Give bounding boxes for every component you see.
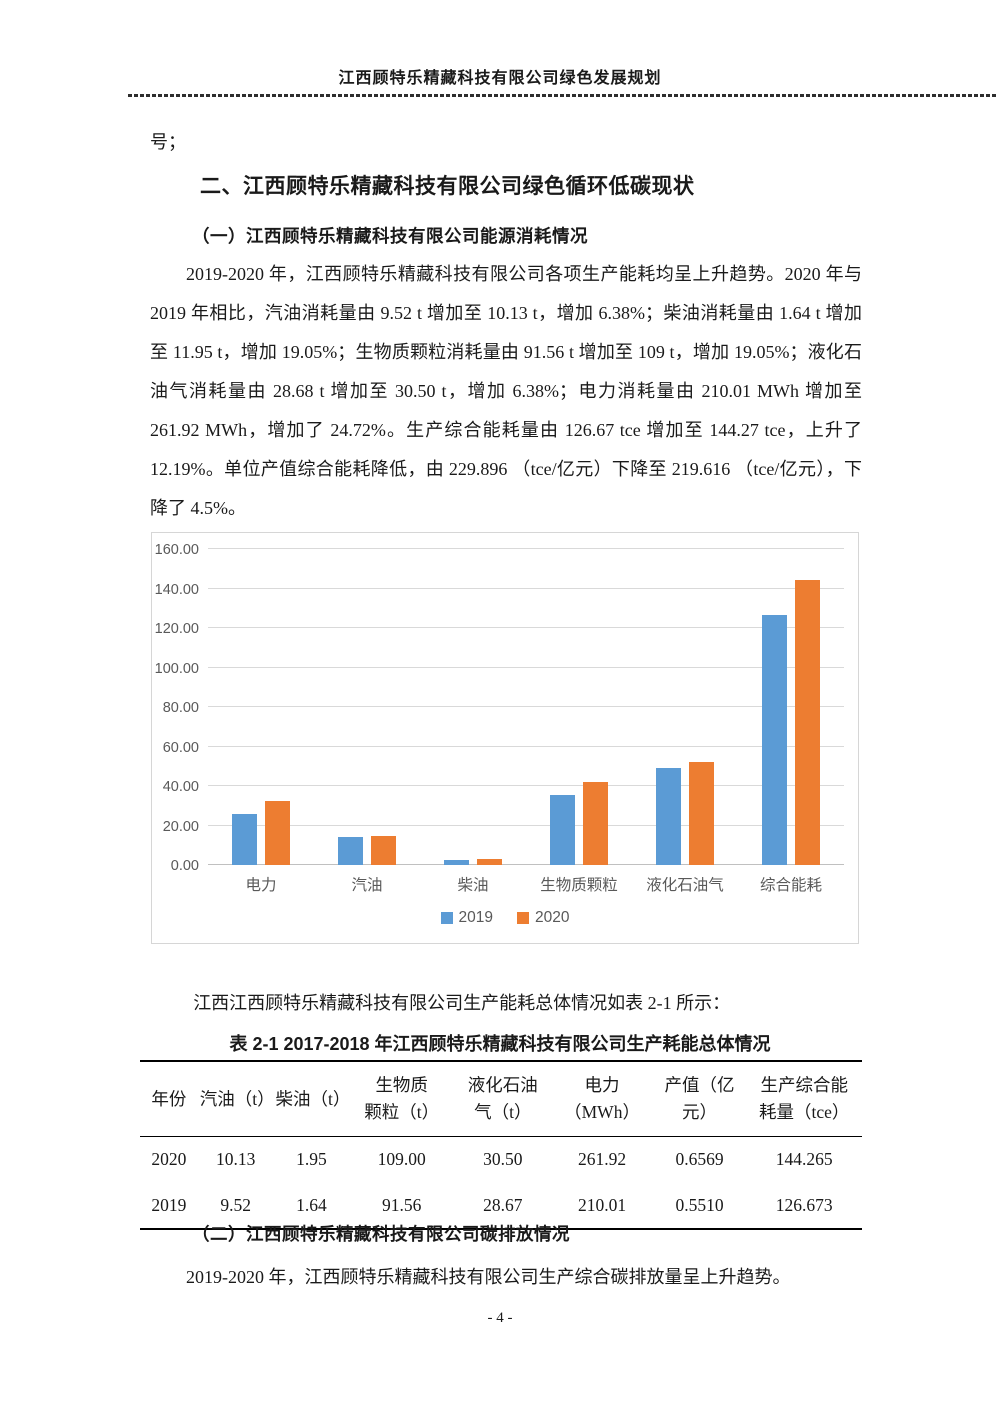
table-cell: 144.265 xyxy=(775,1149,833,1170)
y-axis-tick-label: 100.00 xyxy=(154,660,199,677)
stray-text: 号； xyxy=(150,132,186,152)
bar-group-电力 xyxy=(208,549,314,865)
gridline-100 xyxy=(208,666,844,668)
gridline-60 xyxy=(208,745,844,747)
bar-group-柴油 xyxy=(420,549,526,865)
gridline-80 xyxy=(208,706,844,707)
legend-item-2020: 2020 xyxy=(517,909,569,927)
table-row: 2019 9.52 1.64 91.56 28.67 210.01 0.5510 126.67… xyxy=(140,1183,862,1229)
x-axis-category-label: 电力 xyxy=(245,877,277,894)
y-axis-tick-label: 80.00 xyxy=(162,700,199,716)
carbon-emission-paragraph: 2019-2020 年，江西顾特乐精藏科技有限公司生产综合碳排放量呈上升趋势。 xyxy=(186,1267,791,1287)
legend-label: 2020 xyxy=(535,909,570,926)
bar-汽油-2020 xyxy=(371,835,396,865)
bar-柴油-2019 xyxy=(444,860,469,865)
table-header-cell: 柴油（t） xyxy=(275,1088,351,1109)
bar-生物质颗粒-2019 xyxy=(550,795,575,865)
table-header-cell: 液化石油 气（t） xyxy=(467,1075,538,1122)
table-cell: 2020 xyxy=(151,1149,187,1170)
y-axis-tick-label: 160.00 xyxy=(154,542,199,558)
table-cell: 1.95 xyxy=(296,1149,327,1170)
gridline-0 xyxy=(208,864,844,865)
y-axis-tick-label: 20.00 xyxy=(162,818,199,835)
energy-data-table: 年份 汽油（t） 柴油（t） 生物质 颗粒（t） 液化石油 气（t） 电力 （MWh） 产值… xyxy=(140,1060,862,1230)
page-number: - 4 - xyxy=(487,1310,513,1326)
bar-电力-2019 xyxy=(232,814,257,865)
gridline-120 xyxy=(208,627,844,628)
legend-swatch-2020 xyxy=(517,912,529,924)
x-axis-category-label: 液化石油气 xyxy=(646,877,724,894)
table-cell: 0.5510 xyxy=(675,1194,724,1215)
y-axis-tick-label: 60.00 xyxy=(162,739,199,756)
chart-legend: 2019 2020 xyxy=(152,909,858,927)
table-cell: 109.00 xyxy=(377,1149,426,1170)
gridline-20 xyxy=(208,824,844,826)
table-header-cell: 生产综合能 耗量（tce） xyxy=(759,1075,850,1122)
chart-category-labels: 电力 汽油 柴油 生物质颗粒 液化石油气 综合能耗 xyxy=(208,873,844,895)
table-row: 2020 10.13 1.95 109.00 30.50 261.92 0.6569 144.… xyxy=(140,1137,862,1183)
table-header-cell: 汽油（t） xyxy=(199,1088,275,1109)
table-intro-paragraph: 江西江西顾特乐精藏科技有限公司生产能耗总体情况如表 2-1 所示： xyxy=(193,993,731,1013)
y-axis-tick-label: 120.00 xyxy=(154,621,199,637)
table-cell: 261.92 xyxy=(577,1149,627,1170)
y-axis-tick-label: 140.00 xyxy=(154,581,199,598)
table-cell: 2019 xyxy=(151,1194,187,1215)
table-cell: 91.56 xyxy=(382,1194,422,1215)
y-axis-tick-label: 40.00 xyxy=(162,779,199,795)
table-header-cell: 生物质 颗粒（t） xyxy=(364,1075,440,1122)
bar-group-生物质颗粒 xyxy=(526,549,632,865)
bar-group-综合能耗 xyxy=(738,549,844,865)
x-axis-category-label: 综合能耗 xyxy=(759,877,822,894)
bar-柴油-2020 xyxy=(477,859,502,865)
bar-group-汽油 xyxy=(314,549,420,865)
legend-swatch-2019 xyxy=(440,912,453,924)
table-cell: 1.64 xyxy=(296,1194,327,1215)
y-axis-tick-label: 0.00 xyxy=(170,858,199,874)
bar-汽油-2019 xyxy=(338,837,363,865)
bar-综合能耗-2019 xyxy=(762,614,787,865)
table-title: 表 2-1 2017-2018 年江西顾特乐精藏科技有限公司生产耗能总体情况 xyxy=(229,1034,771,1054)
x-axis-category-label: 生物质颗粒 xyxy=(540,877,618,894)
section-heading: 二、江西顾特乐精藏科技有限公司绿色循环低碳现状 xyxy=(200,175,695,198)
x-axis-category-label: 汽油 xyxy=(351,877,383,894)
chart-bars xyxy=(208,549,844,865)
table-cell: 10.13 xyxy=(215,1149,256,1170)
table-header-row: 年份 汽油（t） 柴油（t） 生物质 颗粒（t） 液化石油 气（t） 电力 （MWh） 产值… xyxy=(140,1061,862,1137)
table-cell: 9.52 xyxy=(220,1194,251,1215)
gridline-140 xyxy=(208,587,844,589)
bar-电力-2020 xyxy=(265,801,290,865)
energy-consumption-paragraph: 2019-2020 年，江西顾特乐精藏科技有限公司各项生产能耗均呈上升趋势。20… xyxy=(150,264,862,518)
gridline-40 xyxy=(208,785,844,786)
table-cell: 126.673 xyxy=(775,1194,833,1215)
energy-bar-chart: 0.00 20.00 40.00 60.00 80.00 100.00 120.00 140.… xyxy=(151,532,859,944)
table-cell: 30.50 xyxy=(483,1149,523,1170)
table-header-cell: 年份 xyxy=(151,1088,187,1109)
table-header-cell: 电力 （MWh） xyxy=(564,1075,640,1122)
table-cell: 0.6569 xyxy=(675,1149,724,1170)
bar-生物质颗粒-2020 xyxy=(583,782,608,865)
chart-plot-area: 0.00 20.00 40.00 60.00 80.00 100.00 120.00 140.… xyxy=(155,542,844,874)
bar-液化石油气-2020 xyxy=(689,761,714,865)
bar-液化石油气-2019 xyxy=(656,767,681,865)
table-cell: 28.67 xyxy=(483,1194,523,1215)
subsection-heading-energy: （一）江西顾特乐精藏科技有限公司能源消耗情况 xyxy=(192,226,588,246)
legend-item-2019: 2019 xyxy=(440,909,493,927)
table-header-cell: 产值（亿 元） xyxy=(664,1075,735,1122)
legend-label: 2019 xyxy=(458,909,493,926)
subsection-heading-carbon: （二）江西顾特乐精藏科技有限公司碳排放情况 xyxy=(192,1224,570,1244)
table-cell: 210.01 xyxy=(577,1194,627,1215)
header-divider-rule xyxy=(128,94,997,97)
document-header-title: 江西顾特乐精藏科技有限公司绿色发展规划 xyxy=(338,70,662,87)
bar-综合能耗-2020 xyxy=(795,580,820,865)
bar-group-液化石油气 xyxy=(632,549,738,865)
x-axis-category-label: 柴油 xyxy=(457,877,489,894)
gridline-160 xyxy=(208,548,844,549)
